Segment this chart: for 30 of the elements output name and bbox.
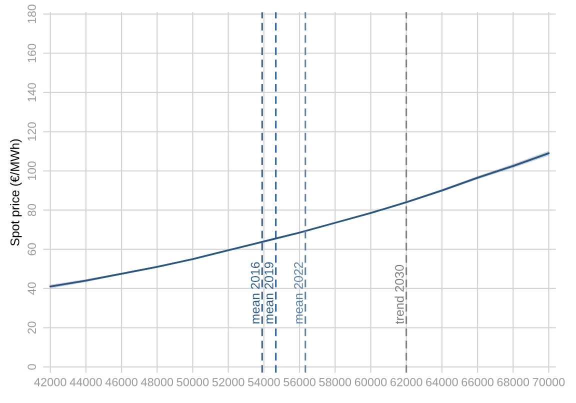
x-tick-label: 52000 bbox=[212, 378, 244, 386]
x-tick-label: 66000 bbox=[462, 378, 494, 386]
x-tick-label: 54000 bbox=[248, 378, 280, 386]
x-tick-label: 58000 bbox=[319, 378, 352, 386]
x-tick-label: 56000 bbox=[284, 378, 316, 386]
y-tick-label: 80 bbox=[28, 204, 36, 216]
y-tick-label: 20 bbox=[28, 322, 36, 334]
ref-line-label: mean 2022 bbox=[294, 262, 303, 324]
ref-line-label: trend 2030 bbox=[394, 264, 404, 324]
x-tick-label: 70000 bbox=[532, 378, 565, 386]
y-tick-label: 160 bbox=[28, 44, 36, 62]
y-tick-label: 40 bbox=[28, 282, 36, 295]
y-axis-title: Spot price (€/MWh) bbox=[10, 139, 22, 246]
x-tick-label: 68000 bbox=[497, 378, 530, 386]
ref-line-label: mean 2019 bbox=[264, 262, 274, 324]
x-tick-label: 46000 bbox=[105, 378, 138, 386]
ref-line-label: mean 2016 bbox=[250, 262, 260, 324]
y-tick-label: 120 bbox=[28, 122, 36, 141]
y-tick-label: 100 bbox=[28, 161, 36, 180]
y-tick-label: 60 bbox=[28, 243, 36, 256]
x-tick-label: 42000 bbox=[34, 378, 66, 386]
x-tick-label: 62000 bbox=[390, 378, 422, 386]
x-tick-label: 48000 bbox=[140, 378, 174, 386]
y-tick-label: 180 bbox=[28, 4, 36, 23]
x-tick-label: 44000 bbox=[70, 378, 102, 386]
x-tick-label: 60000 bbox=[354, 378, 387, 386]
y-tick-label: 0 bbox=[28, 364, 36, 370]
x-tick-label: 50000 bbox=[176, 378, 209, 386]
y-tick-label: 140 bbox=[28, 83, 36, 102]
x-tick-label: 64000 bbox=[426, 378, 458, 386]
